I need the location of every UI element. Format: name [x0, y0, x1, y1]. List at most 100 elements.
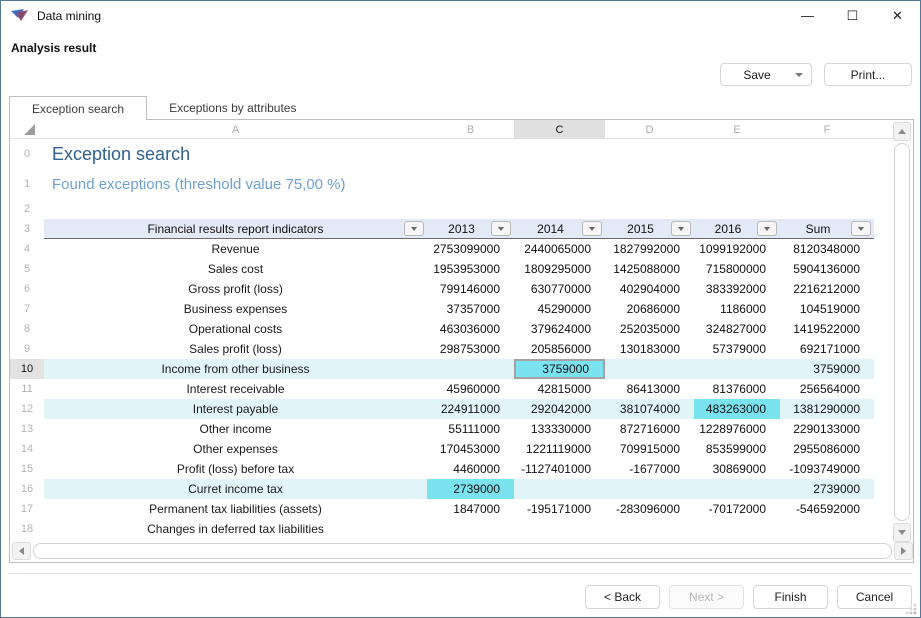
value-cell[interactable]: -1127401000: [521, 462, 591, 476]
year-header-cell-Sum[interactable]: Sum: [780, 219, 874, 239]
value-cell[interactable]: 86413000: [626, 382, 680, 396]
value-cell[interactable]: 1186000: [720, 302, 766, 316]
minimize-button[interactable]: —: [801, 8, 814, 23]
column-header-D[interactable]: D: [645, 123, 654, 136]
cancel-button[interactable]: Cancel: [837, 585, 912, 609]
indicator-cell[interactable]: Profit (loss) before tax: [176, 462, 295, 476]
horizontal-scroll-thumb[interactable]: [33, 543, 892, 559]
value-cell[interactable]: [605, 359, 694, 379]
value-cell[interactable]: 2955086000: [793, 442, 860, 456]
value-cell[interactable]: 1425088000: [613, 262, 680, 276]
value-cell[interactable]: [514, 479, 605, 499]
filter-dropdown-button[interactable]: [404, 221, 424, 236]
row-header-17[interactable]: 17: [20, 503, 34, 515]
value-cell[interactable]: 170453000: [439, 442, 500, 456]
value-cell[interactable]: 45960000: [446, 382, 500, 396]
value-cell[interactable]: 81376000: [712, 382, 766, 396]
value-cell[interactable]: [605, 479, 694, 499]
value-cell[interactable]: 42815000: [537, 382, 591, 396]
indicator-cell[interactable]: Sales profit (loss): [189, 342, 282, 356]
value-cell[interactable]: 292042000: [514, 399, 605, 419]
value-cell[interactable]: 2440065000: [524, 242, 591, 256]
value-cell[interactable]: 37357000: [446, 302, 500, 316]
value-cell[interactable]: [694, 479, 780, 499]
indicator-cell[interactable]: Operational costs: [188, 322, 283, 336]
scroll-down-button[interactable]: [893, 523, 911, 542]
year-header-cell-2015[interactable]: 2015: [605, 219, 694, 239]
indicator-cell[interactable]: Gross profit (loss): [188, 282, 283, 296]
indicator-cell[interactable]: Other income: [199, 422, 272, 436]
column-header-C[interactable]: C: [514, 120, 605, 139]
value-cell[interactable]: [780, 519, 874, 539]
value-cell[interactable]: 853599000: [705, 442, 766, 456]
row-header-13[interactable]: 13: [20, 423, 34, 435]
value-cell[interactable]: 130183000: [619, 342, 680, 356]
row-header-3[interactable]: 3: [23, 223, 31, 235]
value-cell[interactable]: 3759000: [780, 359, 874, 379]
value-cell[interactable]: 709915000: [619, 442, 680, 456]
filter-dropdown-button[interactable]: [582, 221, 602, 236]
value-cell[interactable]: 2290133000: [793, 422, 860, 436]
value-cell[interactable]: [694, 359, 780, 379]
value-cell[interactable]: 3759000: [514, 359, 605, 379]
value-cell[interactable]: 20686000: [626, 302, 680, 316]
sheet-subtitle[interactable]: Found exceptions (threshold value 75,00 …: [52, 175, 346, 193]
value-cell[interactable]: 4460000: [453, 462, 500, 476]
value-cell[interactable]: 30869000: [712, 462, 766, 476]
indicator-cell[interactable]: Revenue: [211, 242, 260, 256]
value-cell[interactable]: 2216212000: [793, 282, 860, 296]
value-cell[interactable]: [514, 519, 605, 539]
row-header-14[interactable]: 14: [20, 443, 34, 455]
row-header-12[interactable]: 12: [20, 403, 34, 415]
indicator-cell[interactable]: Income from other business: [44, 359, 427, 379]
value-cell[interactable]: 799146000: [439, 282, 500, 296]
indicator-cell[interactable]: Sales cost: [207, 262, 264, 276]
value-cell[interactable]: 104519000: [799, 302, 860, 316]
value-cell[interactable]: [605, 519, 694, 539]
vertical-scroll-thumb[interactable]: [894, 143, 910, 521]
value-cell[interactable]: 1419522000: [793, 322, 860, 336]
value-cell[interactable]: 5904136000: [793, 262, 860, 276]
sheet-title[interactable]: Exception search: [52, 143, 191, 164]
year-header-cell-2016[interactable]: 2016: [694, 219, 780, 239]
row-header-10[interactable]: 10: [10, 359, 44, 379]
filter-dropdown-button[interactable]: [851, 221, 871, 236]
indicator-cell[interactable]: Changes in deferred tax liabilities: [147, 522, 324, 536]
indicator-cell[interactable]: Business expenses: [183, 302, 288, 316]
value-cell[interactable]: 1221119000: [526, 442, 591, 456]
value-cell[interactable]: 463036000: [439, 322, 500, 336]
scroll-left-button[interactable]: [12, 542, 31, 560]
value-cell[interactable]: 381074000: [605, 399, 694, 419]
value-cell[interactable]: -1677000: [629, 462, 680, 476]
row-header-9[interactable]: 9: [23, 343, 31, 355]
value-cell[interactable]: 224911000: [427, 399, 514, 419]
value-cell[interactable]: 1827992000: [613, 242, 680, 256]
value-cell[interactable]: 483263000: [694, 399, 780, 419]
value-cell[interactable]: 256564000: [799, 382, 860, 396]
finish-button[interactable]: Finish: [753, 585, 828, 609]
filter-dropdown-button[interactable]: [491, 221, 511, 236]
value-cell[interactable]: 872716000: [619, 422, 680, 436]
value-cell[interactable]: -195171000: [526, 502, 591, 516]
value-cell[interactable]: -70172000: [708, 502, 766, 516]
row-header-2[interactable]: 2: [23, 203, 31, 215]
value-cell[interactable]: 1228976000: [699, 422, 766, 436]
value-cell[interactable]: -283096000: [615, 502, 680, 516]
filter-dropdown-button[interactable]: [671, 221, 691, 236]
value-cell[interactable]: 298753000: [439, 342, 500, 356]
value-cell[interactable]: 133330000: [530, 422, 591, 436]
value-cell[interactable]: 2753099000: [433, 242, 500, 256]
save-button[interactable]: Save: [720, 63, 812, 86]
value-cell[interactable]: 715800000: [705, 262, 766, 276]
row-header-1[interactable]: 1: [23, 178, 31, 190]
scroll-up-button[interactable]: [893, 122, 911, 141]
value-cell[interactable]: 1381290000: [780, 399, 874, 419]
horizontal-scrollbar[interactable]: [12, 542, 913, 560]
close-button[interactable]: ✕: [892, 7, 903, 23]
row-header-6[interactable]: 6: [23, 283, 31, 295]
value-cell[interactable]: 45290000: [537, 302, 591, 316]
column-header-F[interactable]: F: [823, 123, 831, 136]
tab-exception-search[interactable]: Exception search: [9, 96, 148, 120]
value-cell[interactable]: [694, 519, 780, 539]
value-cell[interactable]: 2739000: [780, 479, 874, 499]
